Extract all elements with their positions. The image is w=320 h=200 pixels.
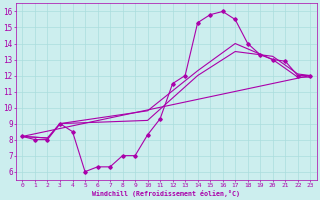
X-axis label: Windchill (Refroidissement éolien,°C): Windchill (Refroidissement éolien,°C) — [92, 190, 240, 197]
